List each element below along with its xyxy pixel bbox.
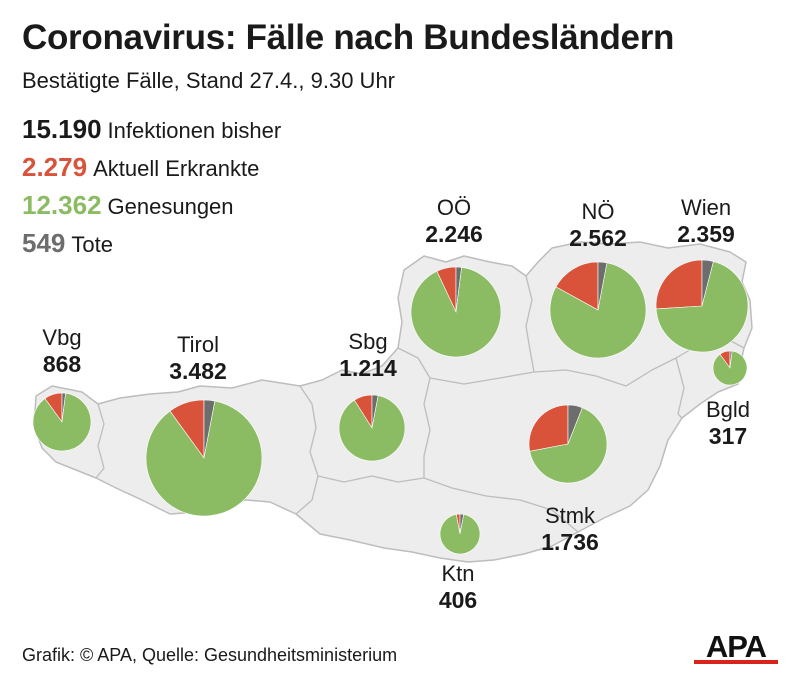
stat-active-label: Aktuell Erkrankte (93, 156, 260, 181)
border-ooe-noe (525, 275, 535, 373)
label-bgld: Bgld 317 (706, 396, 750, 450)
stat-deaths: 549 Tote (22, 228, 113, 259)
label-sbg: Sbg 1.214 (339, 328, 397, 382)
pie-layer (32, 259, 749, 555)
label-stmk: Stmk 1.736 (541, 502, 599, 556)
label-vbg-name: Vbg (42, 325, 82, 350)
pie-sbg-recovered (338, 395, 406, 462)
label-ktn-name: Ktn (441, 561, 475, 586)
label-noe-name: NÖ (581, 199, 615, 224)
label-bgld-value: 317 (708, 423, 748, 449)
stat-recovered: 12.362 Genesungen (22, 190, 234, 221)
pie-stmk-active (528, 404, 569, 452)
pie-bgld-recovered (712, 350, 748, 386)
stat-recovered-label: Genesungen (107, 194, 234, 219)
stat-active: 2.279 Aktuell Erkrankte (22, 152, 259, 183)
label-bgld-name: Bgld (705, 397, 751, 422)
border-vbg-tirol (95, 403, 105, 479)
apa-logo-bar (694, 660, 778, 664)
border-sbg-ooe (397, 347, 431, 478)
label-wien: Wien 2.359 (677, 194, 735, 248)
label-stmk-name: Stmk (544, 503, 596, 528)
pie-ktn-recovered (439, 514, 481, 555)
stat-infections-value: 15.190 (22, 114, 102, 144)
pie-wien-recovered (655, 261, 749, 353)
apa-logo: APA (694, 630, 778, 664)
label-ooe: OÖ 2.246 (425, 194, 483, 248)
stat-recovered-value: 12.362 (22, 190, 102, 220)
stat-infections: 15.190 Infektionen bisher (22, 114, 281, 145)
apa-logo-text: APA (706, 630, 767, 664)
pie-noe-active (555, 261, 599, 311)
label-wien-value: 2.359 (677, 221, 735, 247)
label-ktn: Ktn 406 (439, 560, 477, 614)
label-tirol-value: 3.482 (169, 358, 227, 384)
stat-deaths-label: Tote (71, 232, 113, 257)
border-stmk-bgld (675, 357, 685, 419)
border-stmk-ktn (423, 477, 579, 533)
label-sbg-name: Sbg (348, 329, 388, 354)
label-vbg-value: 868 (42, 351, 82, 377)
stat-active-value: 2.279 (22, 152, 88, 182)
pie-tirol-recovered (145, 400, 263, 517)
label-noe-value: 2.562 (569, 225, 627, 251)
label-tirol: Tirol 3.482 (169, 331, 227, 385)
label-sbg-value: 1.214 (339, 355, 397, 381)
label-stmk-value: 1.736 (541, 529, 599, 555)
source-credit: Grafik: © APA, Quelle: Gesundheitsminist… (22, 645, 398, 665)
label-vbg: Vbg 868 (42, 324, 81, 378)
chart-subtitle: Bestätigte Fälle, Stand 27.4., 9.30 Uhr (22, 68, 396, 93)
pie-noe-recovered (549, 262, 647, 359)
label-ktn-value: 406 (438, 587, 478, 613)
border-tirol-ktn (317, 475, 425, 483)
pie-wien-active (655, 259, 703, 310)
pie-vbg-recovered (32, 392, 92, 452)
label-ooe-name: OÖ (436, 195, 472, 220)
label-noe: NÖ 2.562 (569, 198, 627, 252)
pie-ooe-recovered (410, 267, 502, 358)
label-ooe-value: 2.246 (425, 221, 483, 247)
pie-stmk-recovered (529, 407, 608, 484)
label-wien-name: Wien (680, 195, 732, 220)
border-tirol-sbg (295, 385, 319, 515)
stat-infections-label: Infektionen bisher (107, 118, 282, 143)
chart-title: Coronavirus: Fälle nach Bundesländern (22, 18, 675, 57)
label-tirol-name: Tirol (177, 332, 219, 357)
stat-deaths-value: 549 (22, 228, 66, 258)
